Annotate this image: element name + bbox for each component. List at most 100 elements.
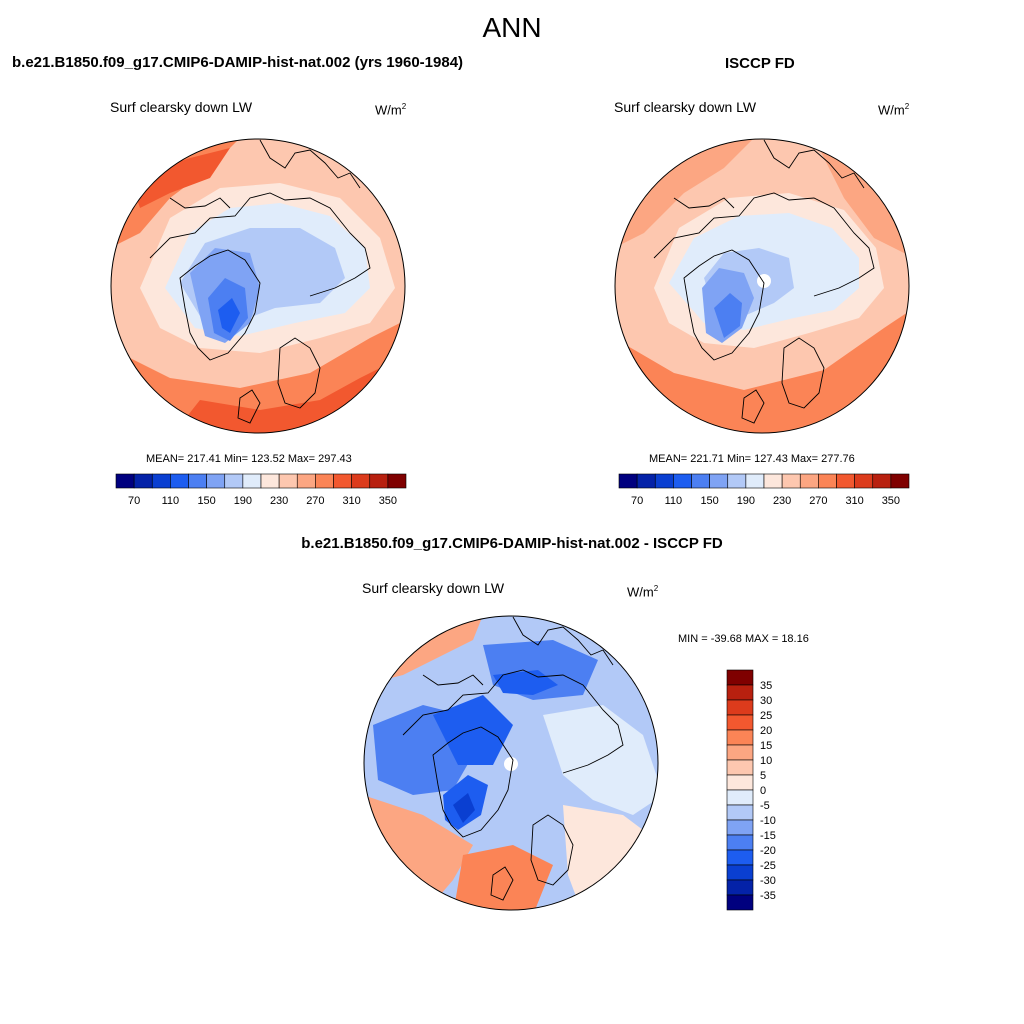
colorbar-swatch (188, 473, 207, 489)
model-units-label: W/m2 (375, 102, 407, 118)
diff-colorbar (726, 669, 754, 911)
colorbar-swatch (691, 473, 710, 489)
colorbar-tick-label: 150 (197, 495, 215, 507)
colorbar-tick-label: 230 (270, 495, 288, 507)
obs-colorbar (618, 473, 910, 489)
colorbar-tick-label: -10 (760, 815, 776, 827)
colorbar-swatch (726, 759, 754, 776)
colorbar-swatch (818, 473, 837, 489)
colorbar-tick-label: 310 (845, 495, 863, 507)
colorbar-swatch (726, 699, 754, 716)
diff-panel-title: b.e21.B1850.f09_g17.CMIP6-DAMIP-hist-nat… (301, 535, 723, 552)
colorbar-tick-label: 350 (882, 495, 900, 507)
colorbar-tick-label: 110 (162, 495, 180, 507)
colorbar-swatch (726, 669, 754, 686)
diff-stats-text: MIN = -39.68 MAX = 18.16 (678, 633, 809, 645)
colorbar-tick-label: 110 (665, 495, 683, 507)
colorbar-tick-label: 10 (760, 755, 772, 767)
obs-polar-map (614, 138, 910, 434)
colorbar-swatch (726, 804, 754, 821)
model-polar-map (110, 138, 406, 434)
colorbar-swatch (890, 473, 910, 489)
colorbar-tick-label: -15 (760, 830, 776, 842)
colorbar-tick-label: 20 (760, 725, 772, 737)
colorbar-swatch (170, 473, 189, 489)
colorbar-swatch (224, 473, 244, 489)
colorbar-swatch (726, 684, 754, 701)
colorbar-swatch (726, 789, 754, 806)
colorbar-tick-label: 270 (809, 495, 827, 507)
colorbar-swatch (387, 473, 407, 489)
colorbar-swatch (726, 879, 754, 896)
colorbar-tick-label: 70 (128, 495, 140, 507)
model-variable-label: Surf clearsky down LW (110, 99, 253, 115)
colorbar-swatch (618, 473, 638, 489)
diff-variable-label: Surf clearsky down LW (362, 580, 505, 596)
model-colorbar (115, 473, 407, 489)
colorbar-tick-label: -5 (760, 800, 770, 812)
colorbar-tick-label: 70 (631, 495, 643, 507)
colorbar-tick-label: -35 (760, 890, 776, 902)
colorbar-tick-label: -20 (760, 845, 776, 857)
diff-polar-map (363, 615, 659, 911)
colorbar-tick-label: 25 (760, 710, 772, 722)
colorbar-swatch (709, 473, 729, 489)
colorbar-swatch (726, 849, 754, 866)
obs-units-label: W/m2 (878, 102, 910, 118)
colorbar-tick-label: 350 (379, 495, 397, 507)
colorbar-swatch (872, 473, 892, 489)
model-stats-text: MEAN= 217.41 Min= 123.52 Max= 297.43 (146, 453, 352, 465)
colorbar-tick-label: 270 (306, 495, 324, 507)
colorbar-swatch (781, 473, 801, 489)
colorbar-swatch (726, 744, 754, 761)
colorbar-tick-label: 5 (760, 770, 766, 782)
colorbar-tick-label: 35 (760, 680, 772, 692)
colorbar-swatch (333, 473, 352, 489)
colorbar-tick-label: 190 (234, 495, 252, 507)
colorbar-swatch (133, 473, 153, 489)
colorbar-swatch (636, 473, 656, 489)
colorbar-swatch (763, 473, 783, 489)
colorbar-tick-label: 190 (737, 495, 755, 507)
colorbar-swatch (727, 473, 747, 489)
colorbar-swatch (206, 473, 226, 489)
colorbar-swatch (726, 864, 754, 881)
colorbar-swatch (799, 473, 819, 489)
colorbar-swatch (151, 473, 171, 489)
colorbar-tick-label: -30 (760, 875, 776, 887)
colorbar-tick-label: -25 (760, 860, 776, 872)
obs-panel-title: ISCCP FD (725, 55, 795, 72)
diff-colorbar-ticks: 35 30 25 20 15 10 5 0 -5 -10 -15 -20 -25 -30 -35 (760, 680, 776, 902)
diff-units-label: W/m2 (627, 584, 659, 600)
colorbar-swatch (278, 473, 298, 489)
colorbar-tick-label: 0 (760, 785, 766, 797)
colorbar-swatch (673, 473, 692, 489)
colorbar-swatch (726, 714, 754, 731)
colorbar-swatch (745, 473, 765, 489)
colorbar-swatch (726, 729, 754, 746)
model-colorbar-ticks: 70 110 150 190 230 270 310 350 (128, 495, 397, 507)
colorbar-swatch (726, 894, 754, 911)
colorbar-swatch (836, 473, 855, 489)
colorbar-swatch (854, 473, 874, 489)
colorbar-tick-label: 230 (773, 495, 791, 507)
colorbar-tick-label: 310 (342, 495, 360, 507)
colorbar-swatch (726, 774, 754, 791)
colorbar-swatch (351, 473, 371, 489)
colorbar-swatch (242, 473, 262, 489)
obs-stats-text: MEAN= 221.71 Min= 127.43 Max= 277.76 (649, 453, 855, 465)
colorbar-swatch (369, 473, 389, 489)
colorbar-swatch (296, 473, 316, 489)
obs-variable-label: Surf clearsky down LW (614, 99, 757, 115)
obs-colorbar-ticks: 70 110 150 190 230 270 310 350 (631, 495, 900, 507)
model-panel-title: b.e21.B1850.f09_g17.CMIP6-DAMIP-hist-nat… (12, 54, 464, 71)
colorbar-tick-label: 30 (760, 695, 772, 707)
colorbar-tick-label: 150 (700, 495, 718, 507)
colorbar-swatch (115, 473, 135, 489)
colorbar-tick-label: 15 (760, 740, 772, 752)
main-title: ANN (482, 12, 542, 43)
colorbar-swatch (315, 473, 334, 489)
colorbar-swatch (654, 473, 674, 489)
colorbar-swatch (260, 473, 280, 489)
colorbar-swatch (726, 834, 754, 851)
